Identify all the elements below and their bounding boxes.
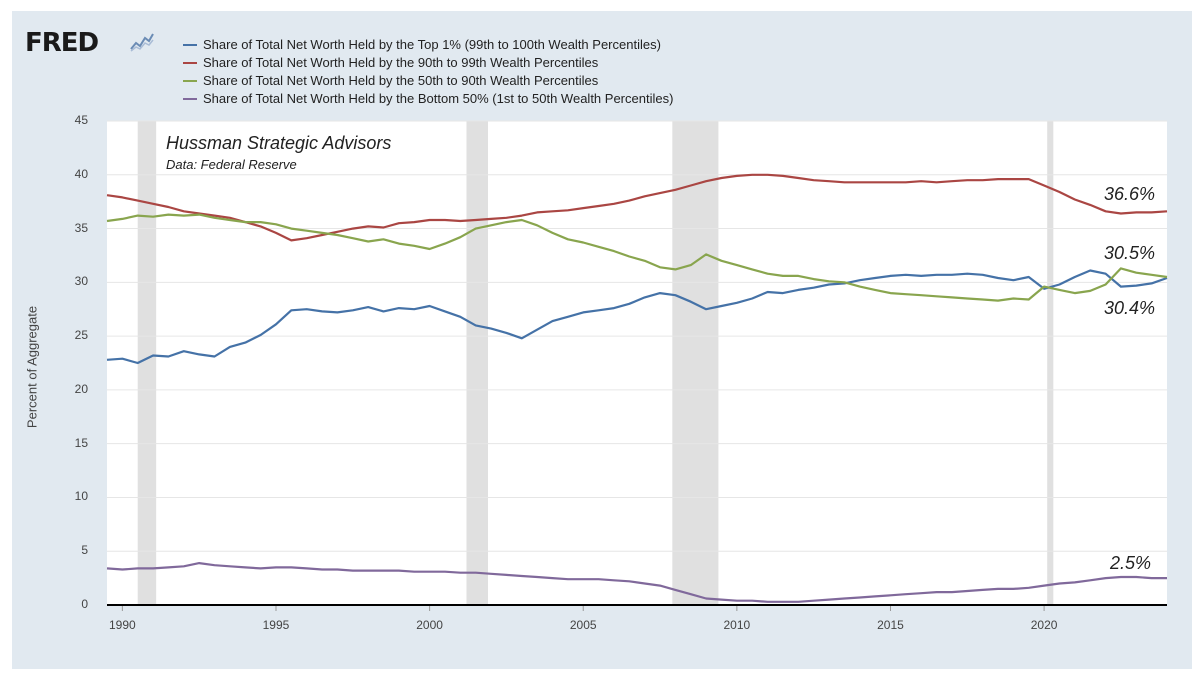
recession-band xyxy=(1047,121,1054,605)
y-tick-label: 20 xyxy=(74,381,88,396)
chart-legend: Share of Total Net Worth Held by the Top… xyxy=(183,36,673,108)
y-tick-label: 35 xyxy=(74,220,88,235)
recession-band xyxy=(466,121,488,605)
plot-area xyxy=(107,121,1167,605)
x-tick-label: 2005 xyxy=(569,618,597,632)
y-axis-label: Percent of Aggregate xyxy=(24,305,40,429)
y-tick-label: 15 xyxy=(74,435,88,450)
series-line-bottom50 xyxy=(106,561,1167,603)
end-label-90-99: 36.6% xyxy=(1104,184,1156,204)
fred-chart-line-icon xyxy=(130,33,154,52)
y-tick-label: 40 xyxy=(74,166,88,181)
series-line-50-90 xyxy=(106,213,1168,302)
x-tick-label: 2020 xyxy=(1030,618,1058,632)
series-line-top1 xyxy=(106,269,1168,365)
legend-swatch-top1 xyxy=(183,43,197,46)
legend-label-top1: Share of Total Net Worth Held by the Top… xyxy=(203,37,661,52)
legend-label-90-99: Share of Total Net Worth Held by the 90t… xyxy=(203,55,599,70)
x-tick-label: 2000 xyxy=(416,618,443,632)
legend-item-top1[interactable]: Share of Total Net Worth Held by the Top… xyxy=(183,36,673,54)
legend-swatch-50-90 xyxy=(183,79,197,82)
legend-swatch-bottom50 xyxy=(183,97,197,100)
y-tick-label: 0 xyxy=(81,597,88,611)
x-tick-label: 1990 xyxy=(109,618,136,632)
recession-band xyxy=(137,121,157,605)
y-tick-label: 45 xyxy=(74,113,88,127)
annotation-title: Hussman Strategic Advisors xyxy=(166,133,392,153)
end-label-top1: 30.4% xyxy=(1104,298,1156,318)
legend-label-50-90: Share of Total Net Worth Held by the 50t… xyxy=(203,73,599,88)
legend-item-bottom50[interactable]: Share of Total Net Worth Held by the Bot… xyxy=(183,90,673,108)
y-tick-label: 25 xyxy=(74,328,88,343)
y-tick-label: 30 xyxy=(74,274,88,289)
x-tick-label: 2015 xyxy=(877,618,904,632)
legend-item-90-99[interactable]: Share of Total Net Worth Held by the 90t… xyxy=(183,54,673,72)
legend-swatch-90-99 xyxy=(183,61,197,64)
series-line-90-99 xyxy=(106,173,1168,242)
legend-label-bottom50: Share of Total Net Worth Held by the Bot… xyxy=(203,91,674,106)
end-label-bottom50: 2.5% xyxy=(1110,553,1152,573)
y-tick-label: 5 xyxy=(81,543,88,558)
recession-band xyxy=(672,121,719,605)
end-label-50-90: 30.5% xyxy=(1104,243,1156,263)
legend-item-50-90[interactable]: Share of Total Net Worth Held by the 50t… xyxy=(183,72,673,90)
fred-logo[interactable]: FRED xyxy=(25,28,99,58)
x-tick-label: 2010 xyxy=(723,618,751,632)
annotation-subtitle: Data: Federal Reserve xyxy=(166,157,297,172)
x-tick-label: 1995 xyxy=(262,618,290,632)
y-tick-label: 10 xyxy=(74,489,88,504)
